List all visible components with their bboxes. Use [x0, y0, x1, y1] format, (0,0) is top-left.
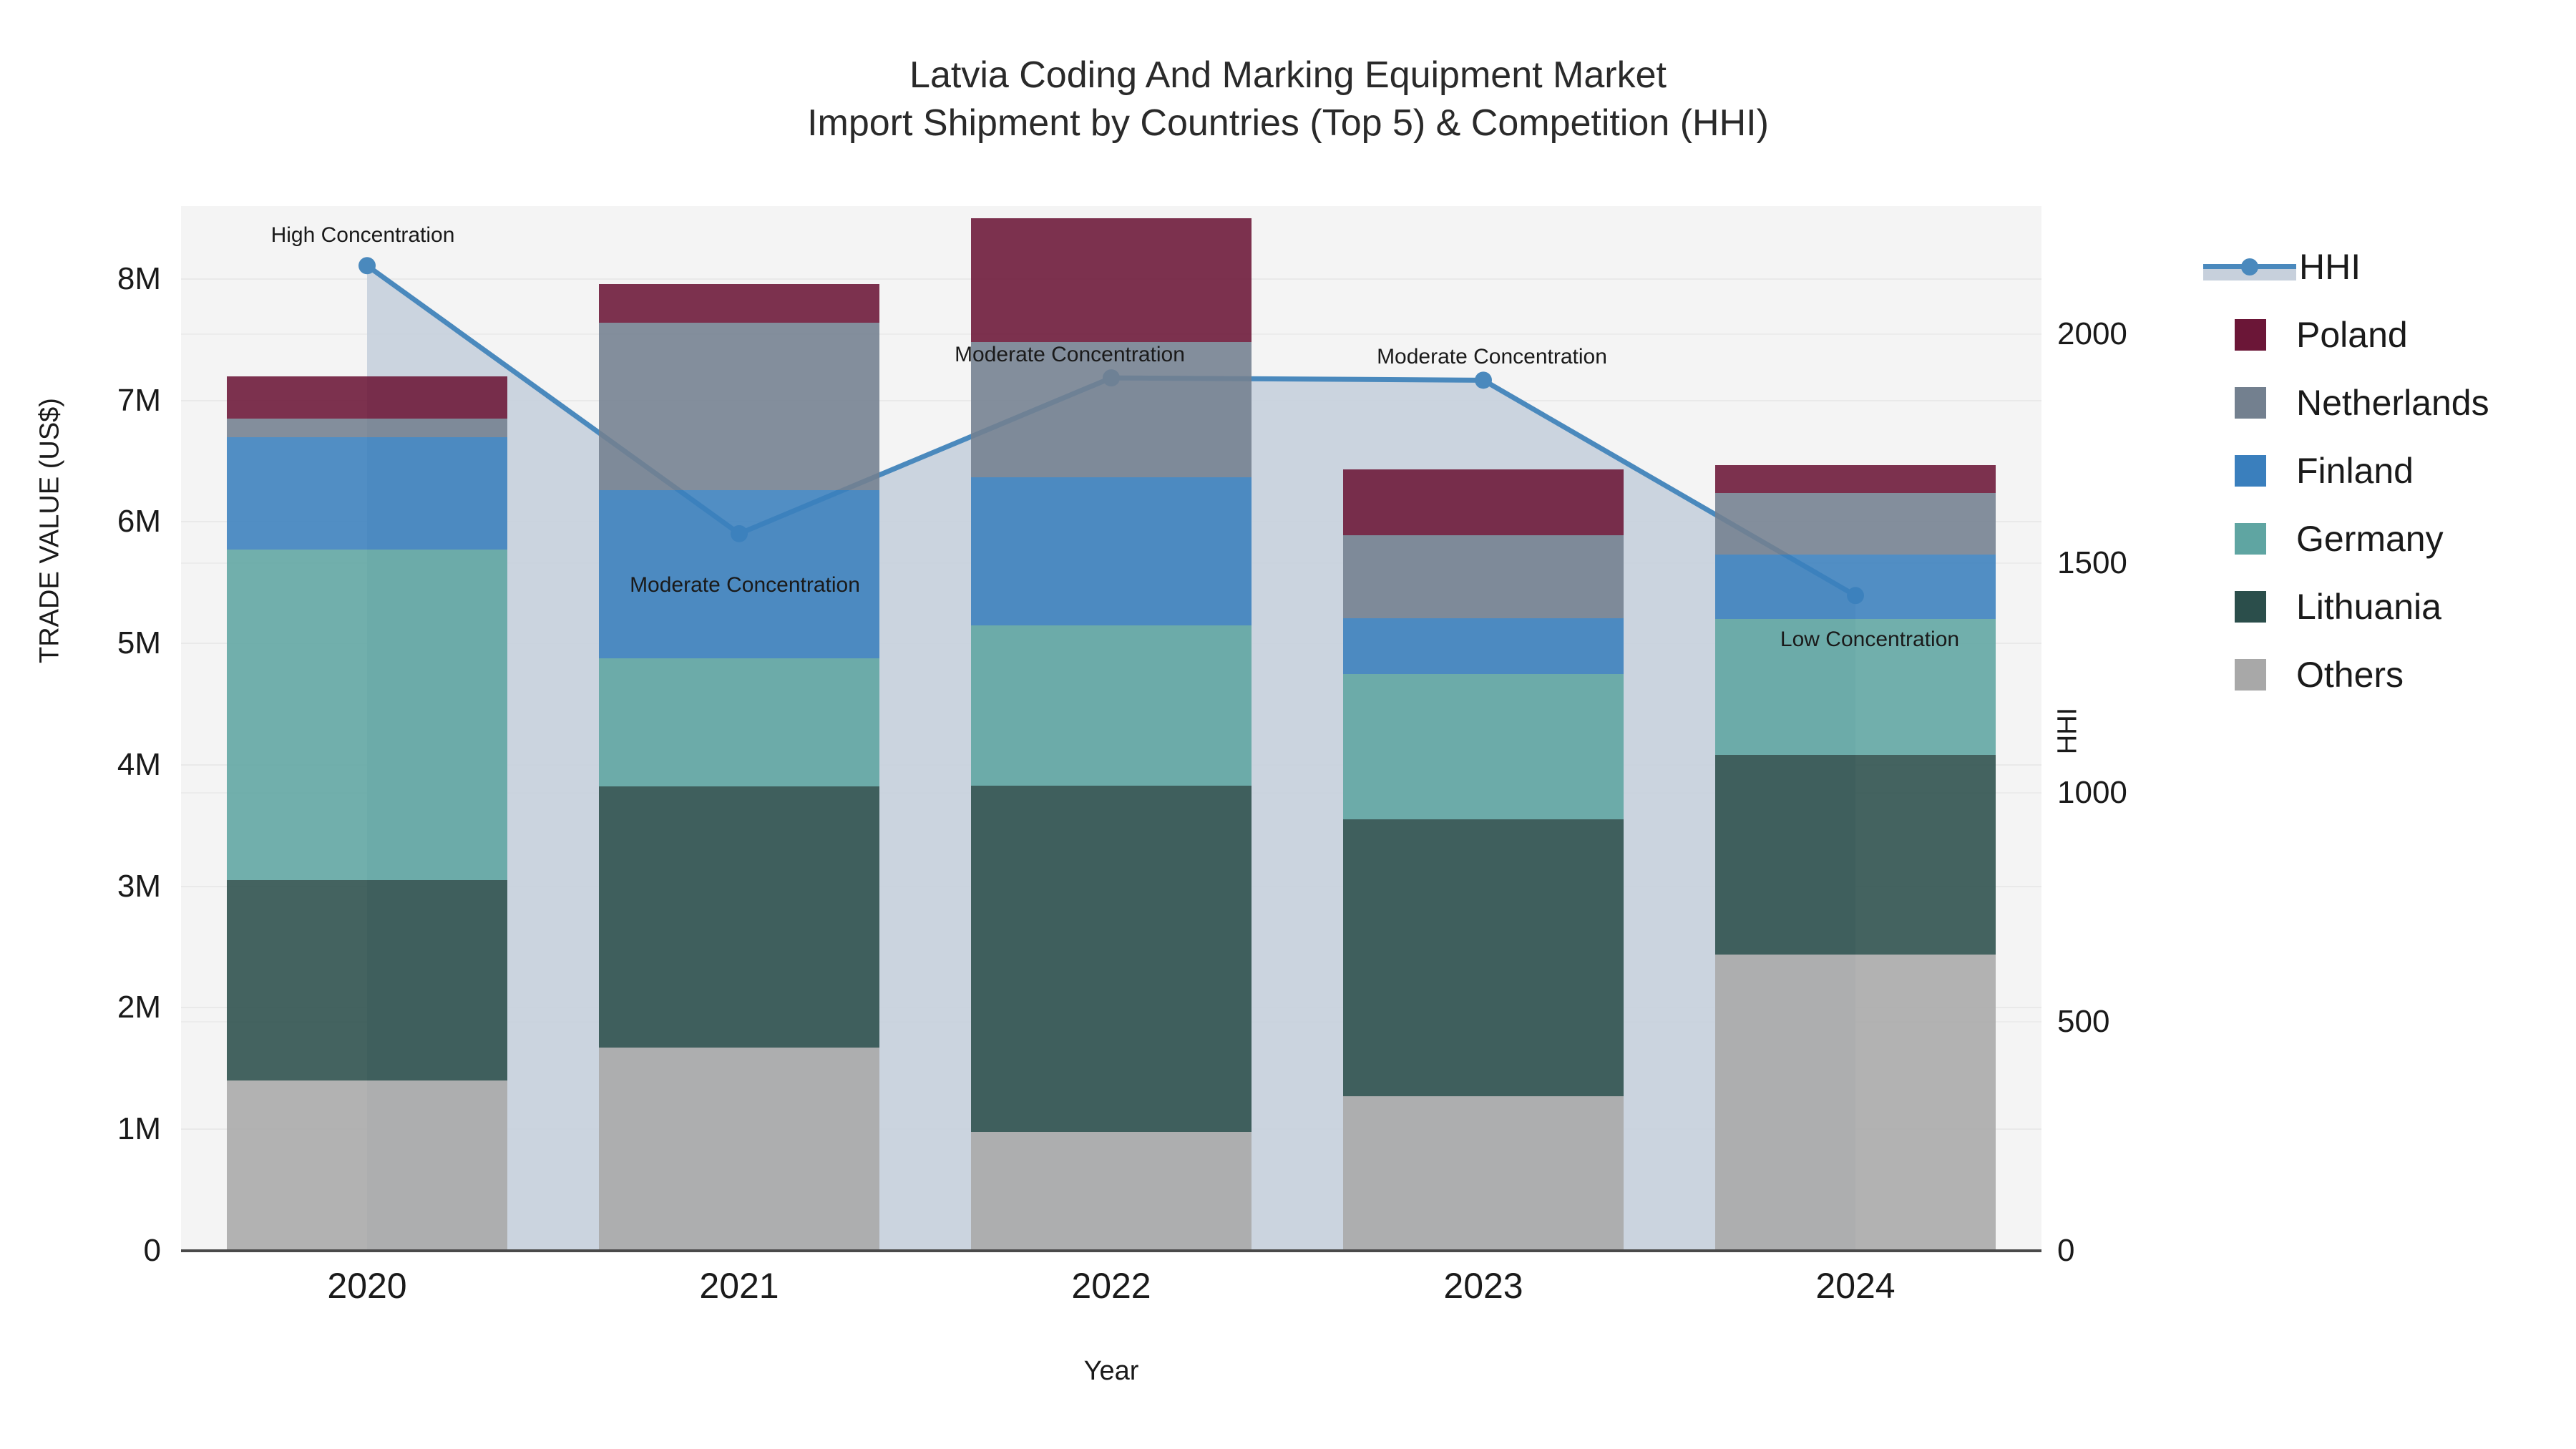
- y-tick-right-500: 500: [2057, 1003, 2110, 1039]
- x-tick-2022: 2022: [1071, 1266, 1151, 1306]
- chart-title: Latvia Coding And Marking Equipment Mark…: [0, 52, 2576, 147]
- bar-segment-2022-poland[interactable]: [970, 218, 1252, 343]
- legend-item-lithuania[interactable]: Lithuania: [2200, 572, 2572, 640]
- bar-segment-2023-poland[interactable]: [1342, 469, 1624, 536]
- bar-segment-2024-netherlands[interactable]: [1714, 492, 1996, 555]
- hhi-marker-2020[interactable]: [358, 257, 376, 275]
- legend-label-hhi: HHI: [2299, 246, 2361, 287]
- bars-layer: [181, 206, 2041, 1251]
- bar-segment-2022-germany[interactable]: [970, 625, 1252, 786]
- bar-segment-2022-lithuania[interactable]: [970, 785, 1252, 1132]
- x-axis-line: [181, 1249, 2041, 1252]
- bar-segment-2024-finland[interactable]: [1714, 555, 1996, 620]
- y-tick-left-5M: 5M: [117, 625, 161, 661]
- legend-item-hhi[interactable]: HHI: [2200, 233, 2572, 301]
- bar-segment-2023-lithuania[interactable]: [1342, 819, 1624, 1097]
- y-tick-left-7M: 7M: [117, 382, 161, 418]
- legend-label-finland: Finland: [2296, 450, 2414, 491]
- legend-item-germany[interactable]: Germany: [2200, 504, 2572, 572]
- bar-segment-2021-others[interactable]: [598, 1048, 880, 1251]
- bar-segment-2020-lithuania[interactable]: [226, 880, 508, 1081]
- y-tick-left-1M: 1M: [117, 1111, 161, 1147]
- legend-line-dot: [2241, 258, 2258, 275]
- y-tick-right-1500: 1500: [2057, 545, 2127, 581]
- bar-segment-2021-netherlands[interactable]: [598, 322, 880, 491]
- bar-group-2023[interactable]: [1342, 206, 1624, 1251]
- x-tick-2021: 2021: [699, 1266, 779, 1306]
- hhi-marker-2023[interactable]: [1475, 371, 1492, 389]
- y-tick-left-8M: 8M: [117, 260, 161, 296]
- legend-item-finland[interactable]: Finland: [2200, 436, 2572, 504]
- y-tick-left-6M: 6M: [117, 504, 161, 540]
- bar-segment-2023-netherlands[interactable]: [1342, 535, 1624, 618]
- bar-segment-2020-netherlands[interactable]: [226, 419, 508, 437]
- bar-segment-2021-germany[interactable]: [598, 658, 880, 787]
- y-tick-left-0: 0: [143, 1233, 161, 1268]
- bar-segment-2023-others[interactable]: [1342, 1096, 1624, 1251]
- legend-swatch-others: [2235, 658, 2266, 691]
- legend-label-netherlands: Netherlands: [2296, 382, 2489, 423]
- legend-swatch-netherlands: [2235, 386, 2266, 419]
- annotation-2024: Low Concentration: [1780, 628, 1960, 652]
- legend-label-germany: Germany: [2296, 518, 2444, 559]
- annotation-2023: Moderate Concentration: [1377, 345, 1607, 369]
- x-tick-2024: 2024: [1815, 1266, 1896, 1306]
- bar-segment-2024-others[interactable]: [1714, 954, 1996, 1251]
- bar-segment-2021-poland[interactable]: [598, 283, 880, 323]
- legend-swatch-finland: [2235, 454, 2266, 487]
- bar-group-2022[interactable]: [970, 206, 1252, 1251]
- annotation-2022: Moderate Concentration: [955, 343, 1185, 367]
- bar-group-2020[interactable]: [226, 206, 508, 1251]
- y-tick-left-2M: 2M: [117, 990, 161, 1025]
- legend-item-poland[interactable]: Poland: [2200, 301, 2572, 369]
- y-tick-right-2000: 2000: [2057, 316, 2127, 352]
- bar-segment-2020-germany[interactable]: [226, 550, 508, 881]
- legend: HHI Poland Netherlands Finland Germany Lithua…: [2200, 233, 2572, 708]
- legend-swatch-lithuania: [2235, 590, 2266, 623]
- annotation-2020: High Concentration: [270, 223, 455, 248]
- legend-line-icon: [2203, 251, 2296, 283]
- bar-segment-2022-netherlands[interactable]: [970, 342, 1252, 477]
- y-tick-left-3M: 3M: [117, 868, 161, 904]
- bar-segment-2020-finland[interactable]: [226, 436, 508, 550]
- legend-label-poland: Poland: [2296, 314, 2408, 355]
- legend-swatch-poland: [2235, 318, 2266, 351]
- chart-title-line-1: Latvia Coding And Marking Equipment Mark…: [909, 54, 1667, 96]
- x-axis-title: Year: [1083, 1356, 1139, 1386]
- bar-group-2024[interactable]: [1714, 206, 1996, 1251]
- bar-segment-2021-lithuania[interactable]: [598, 786, 880, 1048]
- chart-title-line-2: Import Shipment by Countries (Top 5) & C…: [807, 102, 1769, 144]
- legend-item-netherlands[interactable]: Netherlands: [2200, 369, 2572, 436]
- legend-swatch-germany: [2235, 522, 2266, 555]
- bar-segment-2020-poland[interactable]: [226, 376, 508, 419]
- bar-segment-2024-germany[interactable]: [1714, 619, 1996, 756]
- y-axis-right-ticks: 0 500 1000 1500 2000: [2057, 0, 2272, 1449]
- legend-label-others: Others: [2296, 654, 2404, 695]
- bar-segment-2023-germany[interactable]: [1342, 673, 1624, 820]
- x-tick-2023: 2023: [1443, 1266, 1523, 1306]
- y-tick-left-4M: 4M: [117, 746, 161, 782]
- x-tick-2020: 2020: [327, 1266, 407, 1306]
- legend-label-lithuania: Lithuania: [2296, 586, 2441, 627]
- bar-segment-2020-others[interactable]: [226, 1080, 508, 1251]
- bar-segment-2023-finland[interactable]: [1342, 618, 1624, 674]
- bar-segment-2022-finland[interactable]: [970, 477, 1252, 625]
- y-axis-left-ticks: 0 1M 2M 3M 4M 5M 6M 7M 8M: [0, 0, 161, 1449]
- bar-segment-2021-finland[interactable]: [598, 490, 880, 658]
- y-axis-left-title: TRADE VALUE (US$): [34, 398, 65, 663]
- y-tick-right-1000: 1000: [2057, 774, 2127, 810]
- bar-segment-2022-others[interactable]: [970, 1131, 1252, 1251]
- bar-segment-2024-poland[interactable]: [1714, 464, 1996, 493]
- annotation-2021: Moderate Concentration: [630, 572, 860, 597]
- y-tick-right-0: 0: [2057, 1233, 2075, 1268]
- bar-segment-2024-lithuania[interactable]: [1714, 755, 1996, 955]
- legend-item-others[interactable]: Others: [2200, 640, 2572, 708]
- y-axis-right-title: HHI: [2052, 707, 2083, 755]
- bar-group-2021[interactable]: [598, 206, 880, 1251]
